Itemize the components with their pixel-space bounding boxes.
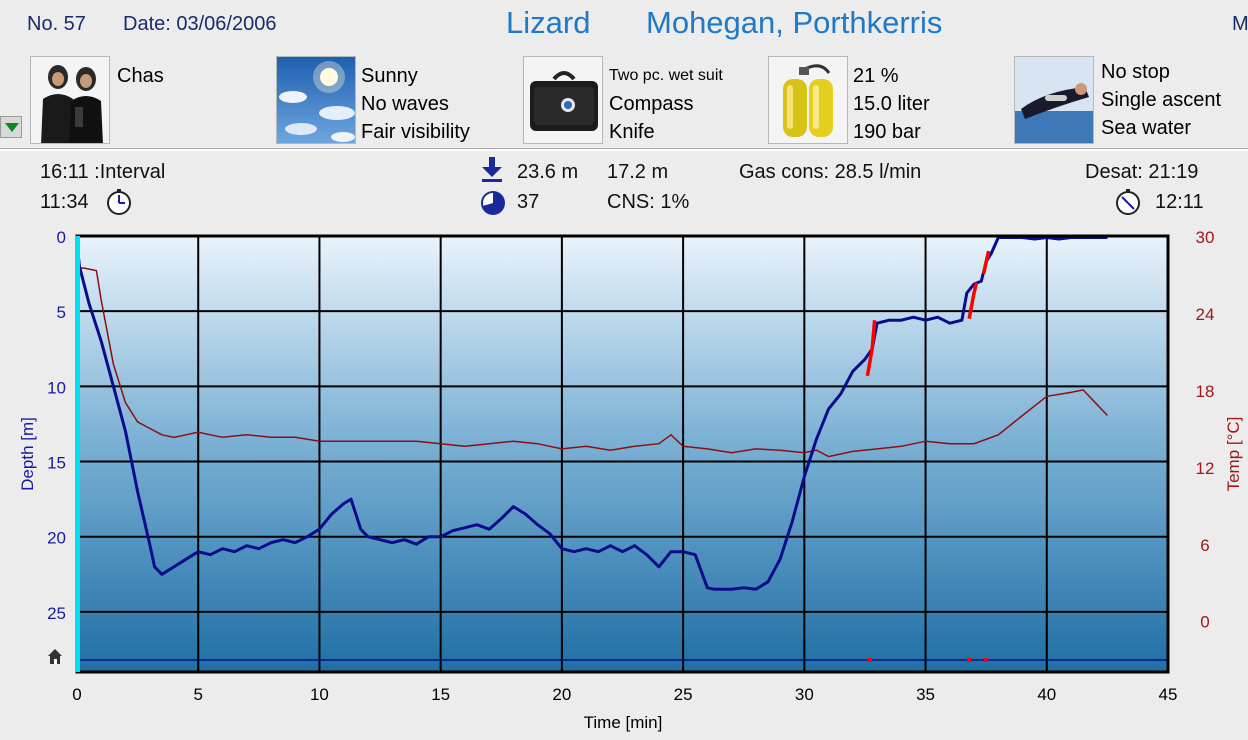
y2-tick-label: 6: [1200, 536, 1209, 555]
clock-icon: [107, 189, 131, 215]
temperature-line: [77, 267, 1108, 458]
x-tick-label: 45: [1159, 685, 1178, 704]
panel-separator: [0, 148, 1248, 151]
avg-depth: 17.2 m: [607, 161, 669, 183]
y-tick-label: 20: [47, 529, 66, 548]
y-tick-label: 15: [47, 454, 66, 473]
water-type: Sea water: [1101, 117, 1192, 139]
buddy-info: Chas: [117, 62, 164, 90]
equipment-item-knife: Knife: [609, 121, 655, 143]
tank-pressure: 190 bar: [853, 121, 921, 143]
deco-type: No stop: [1101, 61, 1170, 83]
house-icon: [48, 649, 62, 664]
surface-interval: 16:11 :Interval: [40, 161, 165, 184]
exit-clock-icon: [1116, 189, 1140, 215]
event-marker: [867, 657, 872, 662]
entry-time-value: 11:34: [40, 191, 89, 213]
visibility: Fair visibility: [361, 121, 470, 143]
x-tick-label: 20: [552, 685, 571, 704]
buddy-photo[interactable]: [30, 56, 110, 144]
series-lines: [75, 236, 1168, 662]
equipment-item-compass: Compass: [609, 93, 694, 115]
fast-ascent-segment: [865, 320, 877, 377]
dive-duration: 37: [517, 191, 540, 213]
dropdown-arrow-icon[interactable]: [0, 116, 22, 138]
gas-consumption: Gas cons: 28.5 l/min: [739, 161, 922, 183]
equipment-info: Two pc. wet suit Compass Knife: [609, 62, 723, 146]
waves: No waves: [361, 93, 449, 115]
down-arrow-icon: [482, 157, 502, 182]
gas-info: 21 % 15.0 liter 190 bar: [853, 62, 930, 146]
grid: [77, 236, 1168, 672]
y-tick-label: 0: [57, 228, 66, 247]
dive-type-info: No stop Single ascent Sea water: [1101, 58, 1221, 142]
x-tick-label: 5: [193, 685, 202, 704]
y-tick-label: 5: [57, 303, 66, 322]
weather: Sunny: [361, 65, 418, 87]
dive-site: Mohegan, Porthkerris: [646, 5, 943, 40]
time-cursor[interactable]: [75, 236, 80, 672]
cns-value: CNS: 1%: [607, 191, 690, 213]
dive-location: Lizard: [506, 5, 591, 40]
suit-type: Two pc. wet suit: [609, 67, 723, 84]
event-marker: [967, 657, 972, 662]
conditions-photo[interactable]: [276, 56, 356, 144]
y2-tick-label: 24: [1196, 305, 1215, 324]
entry-time: 11:34: [40, 191, 89, 214]
max-depth: 23.6 m: [517, 161, 579, 183]
buddy-name: Chas: [117, 65, 164, 87]
ascent-type: Single ascent: [1101, 89, 1222, 111]
diver-photo[interactable]: [1014, 56, 1094, 144]
y-tick-label: 25: [47, 604, 66, 623]
equipment-photo[interactable]: [523, 56, 603, 144]
pie-clock-icon: [481, 191, 505, 215]
x-tick-label: 10: [310, 685, 329, 704]
x-tick-label: 15: [431, 685, 450, 704]
x-tick-label: 40: [1037, 685, 1056, 704]
x-tick-label: 30: [795, 685, 814, 704]
x-tick-label: 0: [72, 685, 81, 704]
x-axis-label: Time [min]: [584, 713, 663, 732]
y2-tick-label: 18: [1196, 382, 1215, 401]
y-tick-label: 10: [47, 378, 66, 397]
event-marker: [984, 657, 989, 662]
surface-interval-label: :Interval: [94, 161, 166, 183]
header-overflow-text: M: [1232, 13, 1248, 35]
oxygen-percent: 21 %: [853, 65, 899, 87]
y2-tick-label: 0: [1200, 613, 1209, 632]
y2-tick-label: 30: [1196, 228, 1215, 247]
dive-profile-chart[interactable]: 0 5 10 15 20 25 30 35 40 45 0 5 10 15 20 25 30 24 18 12 6 0 T…: [0, 226, 1248, 740]
y-axis-label: Depth [m]: [18, 417, 37, 491]
conditions-info: Sunny No waves Fair visibility: [361, 62, 470, 146]
tank-volume: 15.0 liter: [853, 93, 930, 115]
y2-tick-label: 12: [1196, 459, 1215, 478]
surface-interval-value: 16:11: [40, 161, 89, 183]
fast-ascent-segment: [981, 250, 991, 274]
x-tick-label: 25: [674, 685, 693, 704]
tank-photo[interactable]: [768, 56, 848, 144]
exit-time: 12:11: [1155, 191, 1204, 213]
depth-line: [75, 236, 1108, 591]
x-tick-label: 35: [916, 685, 935, 704]
y2-axis-label: Temp [°C]: [1224, 417, 1243, 492]
desaturation-time: Desat: 21:19: [1085, 161, 1199, 183]
fast-ascent-segment: [967, 282, 979, 320]
plot-area: [77, 236, 1168, 672]
dive-date: Date: 03/06/2006: [123, 13, 277, 35]
axis-ticks: 0 5 10 15 20 25 30 35 40 45 0 5 10 15 20 25 30 24 18 12 6 0: [47, 228, 1214, 704]
dive-number: No. 57: [27, 13, 86, 35]
